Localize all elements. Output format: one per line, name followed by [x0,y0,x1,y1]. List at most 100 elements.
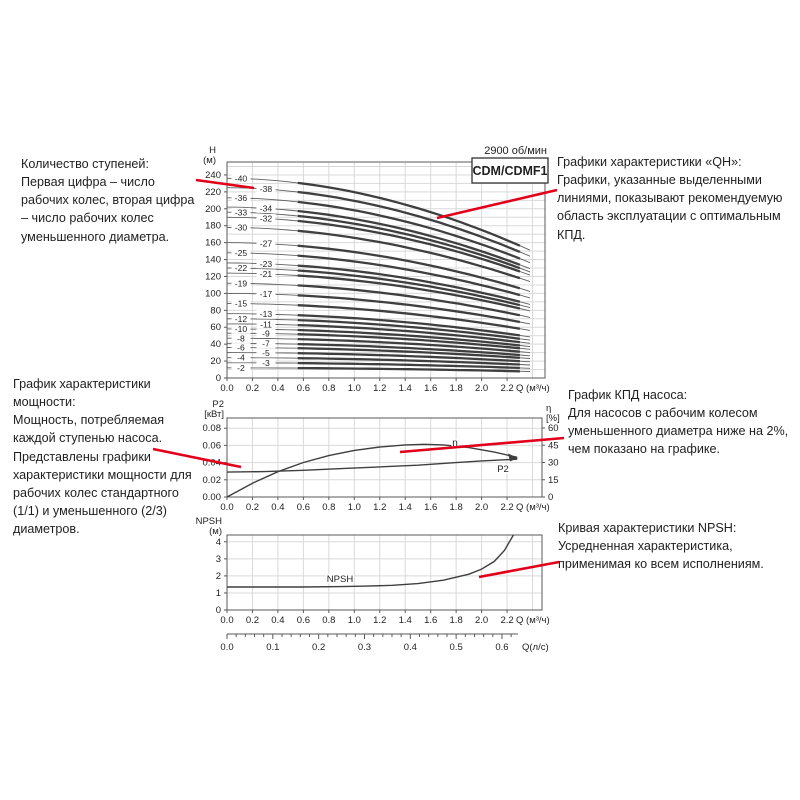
p2-curve-label: P2 [497,464,509,475]
qh-stage-label--23: -23 [260,259,273,269]
qh-curve--22 [297,269,521,307]
power-chart: 0.0 0.2 0.4 0.6 0.8 1.0 1.2 1.4 1.6 1.8 2.0 2.2 0.00… [203,399,560,513]
efficiency-pointer [399,436,565,454]
annotation-power-body: Мощность, потребляемая каждой ступенью н… [13,413,192,536]
x-tick-label: 1.6 [424,383,437,394]
x-tick-label: 1.4 [399,502,412,513]
qh-curve--21 [297,274,521,310]
annotation-stages-body: Первая цифра – число рабочих колес, втор… [21,175,195,244]
power-x-axis-title: Q (м³/ч) [516,502,550,513]
stage-label-bg [256,259,276,269]
y-tick-label: 60 [210,322,221,333]
qh-curve--8 [297,337,521,353]
x-tick-label: 0.2 [246,383,259,394]
qh-stage-label--17: -17 [260,289,273,299]
qh-stage-label--2: -2 [237,363,245,373]
stage-label-bg [231,223,251,233]
qh-curve--27 [297,244,521,290]
power-series-p2 [226,458,518,473]
x-tick-label: 0.4 [271,383,284,394]
qh-curve--17 [297,294,521,324]
y-tick-label: 0.08 [203,423,222,434]
lps-tick-label: 0.1 [266,642,279,653]
x-tick-label: 1.0 [348,502,361,513]
y-tick-right-label: 15 [548,475,559,486]
qh-stage-label--34: -34 [260,203,273,213]
annotation-efficiency-title: График КПД насоса: [568,388,688,402]
stage-label-bg [256,339,276,349]
qh-curve--12 [297,318,521,340]
qh-stage-label--38: -38 [260,184,273,194]
stage-label-bg [256,239,276,249]
qh-curve--9 [297,333,521,350]
x-tick-label: 1.6 [424,502,437,513]
model-label: CDM/CDMF1 [473,164,548,178]
eta-end-marker [508,453,518,462]
y-tick-label: 100 [205,288,221,299]
qh-curve--32 [297,219,521,273]
annotation-efficiency-body: Для насосов с рабочим колесом уменьшенно… [568,406,789,457]
x-tick-label: 0.8 [322,502,335,513]
x-tick-label: 0.8 [322,383,335,394]
qh-stage-label--3: -3 [262,358,270,368]
npsh-curve-label: NPSH [327,574,354,585]
qh-stage-label--36: -36 [235,193,248,203]
y-tick-label: 220 [205,187,221,198]
qh-stage-label--9: -9 [262,328,270,338]
y-tick-label: 3 [216,554,221,565]
stage-label-bg [231,248,251,258]
y-tick-label: 80 [210,305,221,316]
annotation-qh: Графики характеристики «QH»: Графики, ук… [557,153,798,244]
annotation-qh-body: Графики, указанные выделенными линиями, … [557,173,783,242]
y-tick-label: 200 [205,204,221,215]
y-tick-label: 0 [216,605,221,616]
y-tick-right-label: 0 [548,492,553,503]
annotation-qh-title: Графики характеристики «QH»: [557,155,742,169]
y-tick-label: 2 [216,571,221,582]
stage-label-bg [231,193,251,203]
stage-label-bg [231,207,251,217]
rpm-title: 2900 об/мин [484,145,547,157]
y-tick-label: 0 [216,373,221,384]
annotation-stages: Количество ступеней: Первая цифра – числ… [21,155,201,246]
x-tick-label: 2.0 [475,502,488,513]
qh-curve--3 [297,361,520,370]
stage-label-bg [256,319,276,329]
npsh-x-axis-title: Q (м³/ч) [516,615,550,626]
x-tick-label: 2.0 [475,383,488,394]
qh-curve--7 [297,342,520,357]
qh-y-axis-unit: (м) [203,155,216,166]
stage-label-bg [256,269,276,279]
x-tick-label: 2.2 [500,615,513,626]
qh-stage-label--7: -7 [262,339,270,349]
qh-stage-label--12: -12 [235,314,248,324]
x-tick-label: 1.2 [373,502,386,513]
qh-stage-label--22: -22 [235,263,248,273]
npsh-chart: 0.0 0.2 0.4 0.6 0.8 1.0 1.2 1.4 1.6 1.8 2.0 2.2 0 1 2 3… [196,516,550,653]
x-tick-label: 0.6 [297,502,310,513]
qh-stage-label--40: -40 [235,174,248,184]
stage-label-bg [256,213,276,223]
y-tick-label: 40 [210,339,221,350]
x-tick-label: 1.6 [424,615,437,626]
y-tick-label: 120 [205,271,221,282]
qh-curve--10 [297,328,521,347]
annotation-efficiency: График КПД насоса: Для насосов с рабочим… [568,386,796,459]
y-tick-right-label: 30 [548,458,559,469]
annotation-power-title: График характеристики мощности: [13,377,151,410]
stage-label-bg [256,184,276,194]
x-tick-label: 0.2 [246,502,259,513]
qh-stage-label--33: -33 [235,207,248,217]
qh-curve--34 [297,209,521,266]
qh-curve--13 [297,314,521,337]
stage-label-bg [231,278,251,288]
y-tick-label: 140 [205,255,221,266]
y-tick-right-label: 60 [548,423,559,434]
y-tick-label: 4 [216,537,221,548]
plot-border [226,161,546,379]
y-tick-label: 0.00 [203,492,222,503]
x-tick-label: 2.2 [500,383,513,394]
power-pointer [152,447,242,469]
x-tick-label: 0.4 [271,502,284,513]
